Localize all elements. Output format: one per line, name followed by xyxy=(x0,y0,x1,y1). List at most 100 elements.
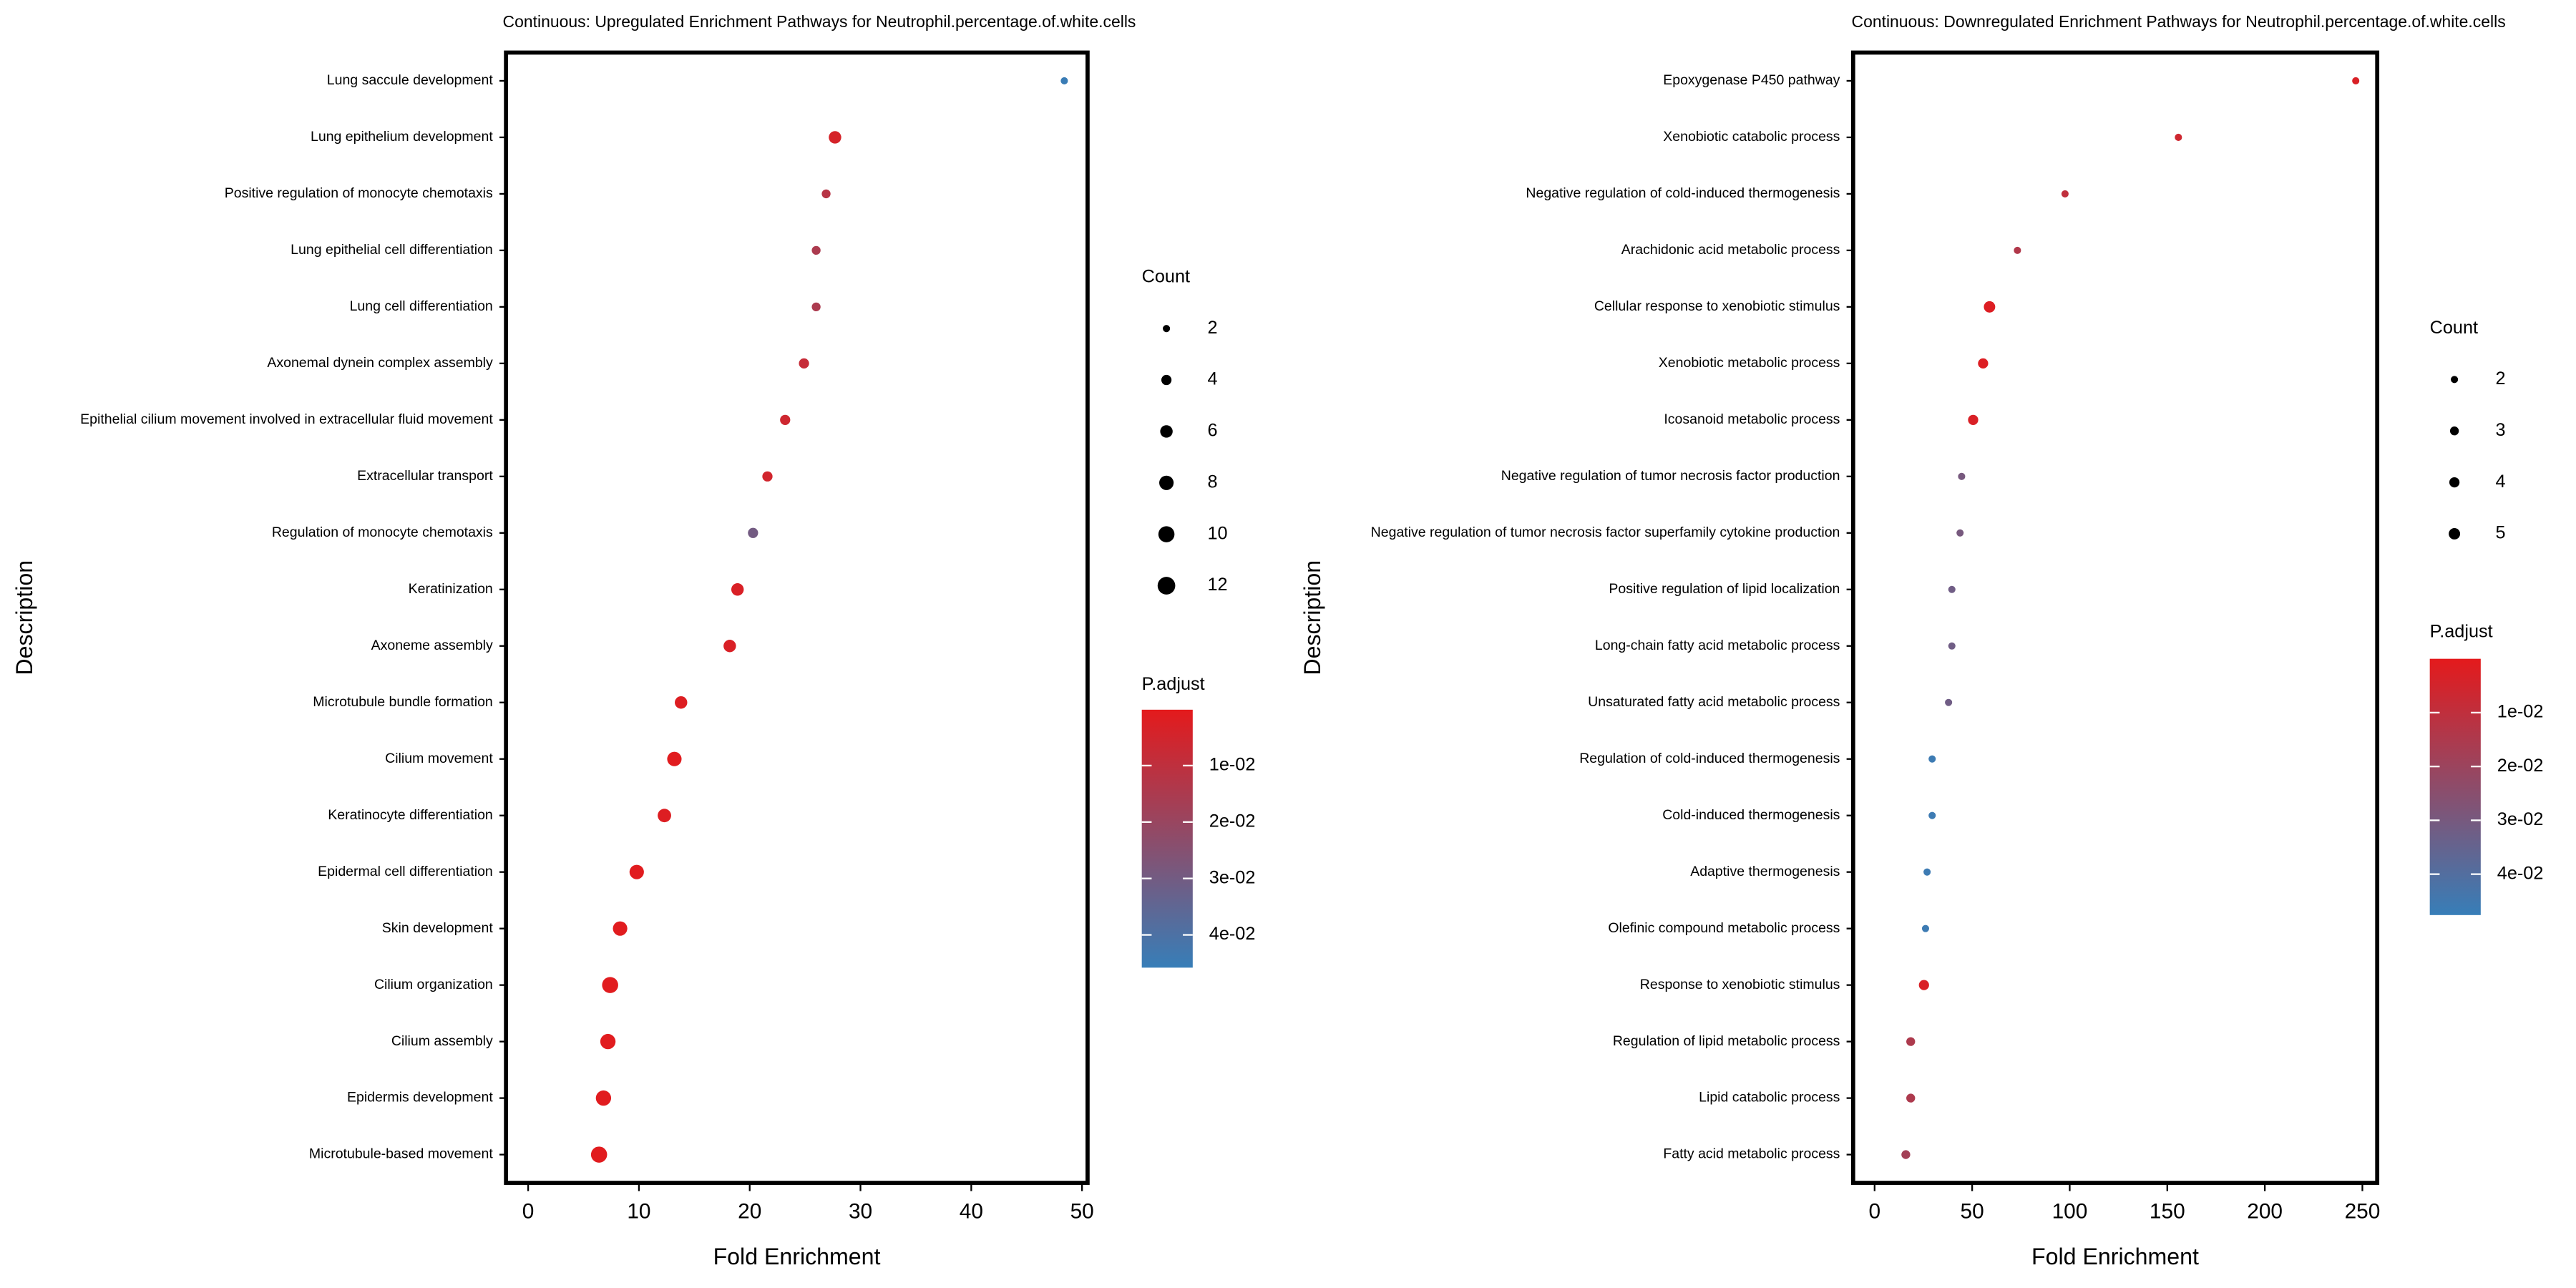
y-tick-label: Epoxygenase P450 pathway xyxy=(1663,72,1840,88)
dot xyxy=(1958,472,1966,480)
dot xyxy=(675,696,688,709)
dot xyxy=(1060,77,1068,84)
x-tick-label: 0 xyxy=(522,1199,535,1223)
y-tick-label: Epidermal cell differentiation xyxy=(318,864,493,879)
dot xyxy=(780,414,791,425)
dot xyxy=(1923,868,1931,876)
chart-title: Continuous: Upregulated Enrichment Pathw… xyxy=(503,12,1136,31)
y-tick-label: Long-chain fatty acid metabolic process xyxy=(1595,638,1840,653)
size-legend-dot xyxy=(2451,376,2459,384)
size-legend-title: Count xyxy=(2430,318,2478,338)
dot xyxy=(1978,358,1989,369)
size-legend-label: 4 xyxy=(2496,472,2506,492)
y-tick-label: Keratinization xyxy=(409,581,493,597)
dot xyxy=(602,977,618,993)
dot xyxy=(1921,924,1929,932)
y-tick-label: Positive regulation of monocyte chemotax… xyxy=(225,185,493,201)
size-legend-label: 5 xyxy=(2496,523,2506,543)
dot xyxy=(1918,980,1929,990)
size-legend-label: 2 xyxy=(2496,369,2506,389)
color-legend-title: P.adjust xyxy=(2430,622,2493,642)
colorbar-label: 1e-02 xyxy=(2497,702,2544,722)
dot xyxy=(723,640,736,653)
size-legend-label: 6 xyxy=(1208,421,1218,441)
y-axis-label: Description xyxy=(11,560,37,675)
y-tick-label: Xenobiotic metabolic process xyxy=(1659,355,1840,371)
dot xyxy=(1948,585,1956,593)
x-axis-label: Fold Enrichment xyxy=(2031,1244,2199,1269)
y-tick-label: Olefinic compound metabolic process xyxy=(1608,920,1840,936)
dot xyxy=(821,189,831,199)
size-legend-dot xyxy=(1157,577,1176,595)
size-legend-label: 12 xyxy=(1208,575,1228,595)
y-tick-label: Regulation of lipid metabolic process xyxy=(1613,1033,1840,1049)
x-tick-label: 50 xyxy=(1961,1199,1984,1223)
y-tick-label: Regulation of cold-induced thermogenesis xyxy=(1579,751,1840,766)
y-tick-label: Keratinocyte differentiation xyxy=(328,807,493,823)
y-tick-label: Negative regulation of tumor necrosis fa… xyxy=(1501,468,1840,484)
dot xyxy=(1984,301,1996,313)
y-tick-label: Negative regulation of cold-induced ther… xyxy=(1526,185,1840,201)
colorbar-label: 3e-02 xyxy=(1209,867,1256,887)
dot xyxy=(1956,529,1964,537)
y-tick-label: Microtubule-based movement xyxy=(309,1146,493,1162)
dot xyxy=(1906,1037,1916,1046)
dot xyxy=(829,131,841,144)
y-tick-label: Epithelial cilium movement involved in e… xyxy=(80,411,493,427)
dot xyxy=(2175,133,2182,141)
dot xyxy=(667,751,682,766)
dot xyxy=(600,1033,616,1050)
size-legend-label: 8 xyxy=(1208,472,1218,492)
x-tick-label: 20 xyxy=(738,1199,761,1223)
size-legend-title: Count xyxy=(1142,267,1190,287)
y-tick-label: Regulation of monocyte chemotaxis xyxy=(272,525,493,540)
size-legend-dot xyxy=(1161,374,1172,386)
dot xyxy=(1901,1150,1911,1159)
dot xyxy=(2352,77,2360,84)
size-legend-dot xyxy=(2449,426,2459,436)
size-legend-label: 4 xyxy=(1208,369,1218,389)
y-tick-label: Extracellular transport xyxy=(357,468,493,484)
size-legend-dot xyxy=(1163,325,1171,333)
dot xyxy=(613,921,628,936)
dot xyxy=(629,864,644,879)
y-tick-label: Positive regulation of lipid localizatio… xyxy=(1609,581,1840,597)
color-legend-title: P.adjust xyxy=(1142,674,1205,694)
y-tick-label: Adaptive thermogenesis xyxy=(1690,864,1840,879)
colorbar-label: 4e-02 xyxy=(2497,863,2544,883)
x-tick-label: 0 xyxy=(1868,1199,1880,1223)
dot xyxy=(748,527,758,538)
y-tick-label: Axonemal dynein complex assembly xyxy=(267,355,493,371)
dot xyxy=(1928,811,1936,819)
x-tick-label: 10 xyxy=(627,1199,650,1223)
size-legend-dot xyxy=(1158,526,1175,542)
size-legend-dot xyxy=(2449,527,2461,540)
y-tick-label: Skin development xyxy=(382,920,494,936)
dot xyxy=(590,1146,608,1163)
dot xyxy=(1968,414,1979,425)
colorbar xyxy=(1141,709,1193,968)
y-tick-label: Axoneme assembly xyxy=(371,638,493,653)
y-tick-label: Negative regulation of tumor necrosis fa… xyxy=(1371,525,1840,540)
y-tick-label: Cellular response to xenobiotic stimulus xyxy=(1594,298,1840,314)
plot-frame xyxy=(1850,50,2380,1185)
plot-frame xyxy=(504,50,1090,1185)
x-tick-label: 200 xyxy=(2247,1199,2283,1223)
dot xyxy=(658,809,671,823)
dot xyxy=(811,245,821,255)
y-tick-label: Lung epithelium development xyxy=(311,129,493,145)
dot xyxy=(1948,642,1956,650)
y-tick-label: Lung epithelial cell differentiation xyxy=(291,242,493,258)
y-axis-label: Description xyxy=(1299,560,1325,675)
size-legend-dot xyxy=(1159,475,1174,490)
size-legend-label: 3 xyxy=(2496,420,2506,440)
y-tick-label: Arachidonic acid metabolic process xyxy=(1621,242,1840,258)
y-tick-label: Cilium assembly xyxy=(391,1033,493,1049)
y-tick-label: Unsaturated fatty acid metabolic process xyxy=(1588,694,1840,710)
colorbar xyxy=(2429,658,2481,915)
dot xyxy=(762,471,773,482)
x-tick-label: 30 xyxy=(849,1199,872,1223)
y-tick-label: Lipid catabolic process xyxy=(1699,1090,1840,1106)
y-tick-label: Fatty acid metabolic process xyxy=(1663,1146,1840,1162)
